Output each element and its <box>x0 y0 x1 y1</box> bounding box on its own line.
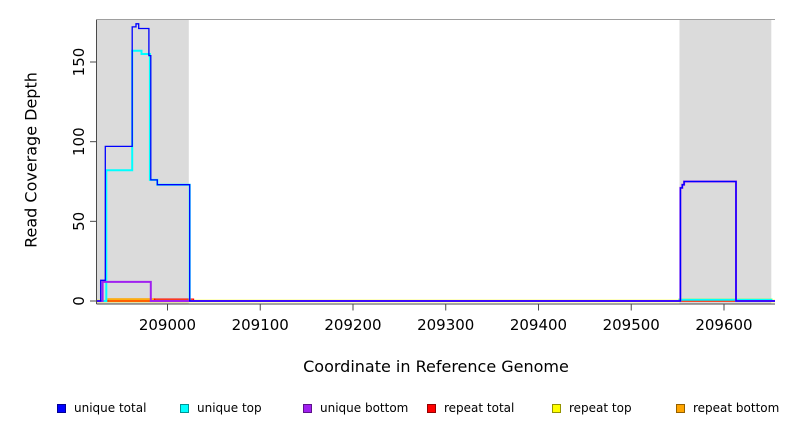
series-line-unique-bottom <box>97 180 775 302</box>
legend-item-unique-bottom: unique bottom <box>303 400 408 416</box>
legend-label: repeat bottom <box>693 401 780 415</box>
legend-swatch <box>57 403 66 413</box>
y-tick-label: 50 <box>70 212 88 231</box>
legend-item-unique-total: unique total <box>57 400 146 416</box>
legend-label: repeat total <box>444 401 515 415</box>
legend-item-repeat-bottom: repeat bottom <box>676 400 779 416</box>
series-line-unique-top <box>97 49 775 302</box>
legend-label: repeat top <box>569 401 632 415</box>
series-line-unique-total <box>97 23 775 302</box>
x-tick-label: 209300 <box>417 316 474 334</box>
legend-label: unique top <box>197 401 262 415</box>
legend-swatch <box>303 403 312 413</box>
y-axis-title: Read Coverage Depth <box>21 72 41 248</box>
legend-swatch <box>427 403 436 413</box>
legend-swatch <box>676 403 685 413</box>
legend-item-unique-top: unique top <box>180 400 262 416</box>
y-tick-label: 0 <box>70 296 88 306</box>
x-tick-label: 209600 <box>695 316 752 334</box>
legend-item-repeat-top: repeat top <box>552 400 632 416</box>
x-tick-label: 209200 <box>324 316 381 334</box>
legend-item-repeat-total: repeat total <box>427 400 514 416</box>
x-tick-label: 209500 <box>603 316 660 334</box>
legend: unique total unique top unique bottom repea… <box>0 400 792 418</box>
x-tick-label: 209400 <box>510 316 567 334</box>
x-axis-title: Coordinate in Reference Genome <box>303 357 569 376</box>
y-tick-label: 100 <box>70 127 88 156</box>
legend-swatch <box>180 403 189 413</box>
shaded-region <box>97 20 189 304</box>
x-tick-label: 209100 <box>232 316 289 334</box>
legend-swatch <box>552 403 561 413</box>
legend-label: unique total <box>74 401 147 415</box>
legend-label: unique bottom <box>320 401 409 415</box>
y-tick-label: 150 <box>70 48 88 77</box>
x-tick-label: 209000 <box>139 316 196 334</box>
shaded-region <box>679 20 772 304</box>
